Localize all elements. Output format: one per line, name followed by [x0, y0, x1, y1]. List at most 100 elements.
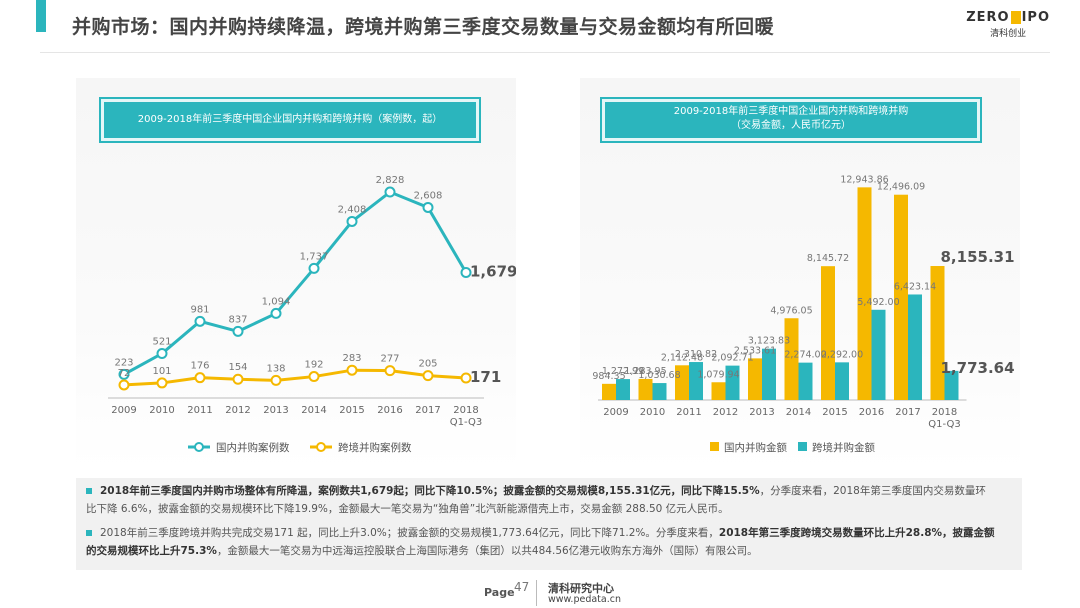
data-label: 1,094	[262, 296, 291, 307]
data-point	[346, 364, 358, 376]
data-point	[270, 307, 282, 319]
data-label: 6,423.14	[894, 281, 936, 292]
data-label: 2,112.48	[661, 352, 703, 363]
legend-label: 跨境并购案例数	[338, 441, 412, 454]
title-divider	[40, 52, 1050, 53]
data-point	[460, 266, 472, 278]
data-label: 176	[190, 361, 209, 372]
data-label-highlight: 1,679	[470, 262, 516, 280]
x-tick-label: 2015	[822, 407, 847, 418]
notes-panel: 2018年前三季度国内并购市场整体有所降温，案例数共1,679起；同比下降10.…	[76, 478, 1022, 570]
data-point	[232, 373, 244, 385]
legend-label: 跨境并购金额	[812, 441, 875, 454]
x-tick-label: 2009	[603, 407, 628, 418]
bar-crossborder	[762, 348, 776, 400]
data-label: 3,123.83	[748, 336, 790, 347]
data-label: 192	[304, 360, 323, 371]
data-point	[308, 262, 320, 274]
bar-domestic	[638, 378, 653, 400]
x-tick-label: 2010	[149, 405, 174, 416]
data-label: 521	[152, 337, 171, 348]
x-tick-label: 2013	[749, 407, 774, 418]
note-crossborder-rest: ，金额最大一笔交易为中远海运控股联合上海国际港务（集团）以共484.56亿港元收…	[216, 545, 758, 557]
x-tick-label: 2011	[676, 407, 701, 418]
data-label: 101	[152, 366, 171, 377]
note-crossborder-bold: 2018年第三季度跨境交易数量环比上升28.8%，披露金额的交易规模环比上升75…	[86, 527, 995, 557]
data-label: 277	[380, 354, 399, 365]
legend-swatch	[798, 442, 807, 451]
bar-crossborder	[725, 365, 740, 400]
data-label: 984.35	[592, 371, 625, 382]
header-accent-bar	[36, 0, 46, 32]
footer-divider	[536, 580, 537, 606]
x-tick-label: 2013	[263, 405, 288, 416]
x-tick-label: 2016	[377, 405, 402, 416]
bar-crossborder	[944, 370, 959, 400]
data-label: 223	[114, 357, 133, 368]
legend-marker	[194, 442, 204, 452]
data-label: 837	[228, 314, 247, 325]
bar-domestic	[857, 187, 872, 400]
x-tick-label: 2009	[111, 405, 136, 416]
x-tick-label: 2011	[187, 405, 212, 416]
data-point	[156, 377, 168, 389]
page-number: 47	[514, 580, 530, 594]
x-tick-label: 2012	[713, 407, 738, 418]
legend-label: 国内并购案例数	[216, 441, 290, 454]
data-label: 1,079.94	[697, 369, 739, 380]
data-label: 981	[190, 304, 209, 315]
bar-crossborder	[835, 362, 849, 400]
note-domestic-rest: ，分季度来看，2018年第三季度国内交易数量环比下降 6.6%，披露金额的交易规…	[86, 485, 986, 515]
note-crossborder: 2018年前三季度跨境并购共完成交易171 起，同比上升3.0%；披露金额的交易…	[86, 524, 996, 560]
data-label: 283	[342, 353, 361, 364]
data-point	[422, 201, 434, 213]
data-label: 2,092.71	[711, 353, 753, 364]
legend-label: 国内并购金额	[724, 441, 787, 454]
data-label: 154	[228, 362, 247, 373]
left-chart-title-box: 2009-2018年前三季度中国企业国内并购和跨境并购（案例数，起）	[99, 97, 481, 143]
x-tick-label: 2018	[453, 405, 478, 416]
x-tick-label: 2018	[932, 407, 957, 418]
bar-domestic	[711, 382, 726, 400]
bar-crossborder	[871, 309, 886, 400]
data-label: 1,030.68	[638, 370, 680, 381]
page-title: 并购市场：国内并购持续降温，跨境并购第三季度交易数量与交易金额均有所回暖	[72, 16, 775, 38]
data-point	[270, 374, 282, 386]
data-point	[308, 371, 320, 383]
data-label: 1,272.99	[602, 366, 644, 377]
data-label: 12,943.86	[840, 174, 888, 185]
data-point	[232, 325, 244, 337]
data-label: 8,145.72	[807, 253, 849, 264]
bar-domestic	[748, 358, 762, 400]
data-label: 4,976.05	[770, 305, 812, 316]
data-label: 2,292.00	[821, 349, 863, 360]
x-tick-label: 2017	[415, 405, 440, 416]
bar-domestic	[894, 194, 908, 400]
series-line-domestic	[123, 190, 468, 376]
data-label: 2,310.82	[675, 349, 717, 360]
data-point	[194, 372, 206, 384]
data-point	[194, 315, 206, 327]
data-label: 205	[418, 359, 437, 370]
right-chart-title-line2: （交易金额，人民币亿元）	[731, 120, 851, 131]
line-chart: 2009 2010 2011 2012 2013 2014 2015 2016 2017 2018…	[108, 175, 516, 454]
data-label: 12,496.09	[877, 182, 925, 193]
data-label-highlight: 171	[470, 368, 501, 386]
x-tick-label: 2012	[225, 405, 250, 416]
data-point	[384, 186, 396, 198]
data-label: 5,492.00	[857, 297, 899, 308]
x-tick-label: 2010	[640, 407, 665, 418]
footer: Page 47 清科研究中心 www.pedata.cn	[0, 580, 1080, 608]
series-line-crossborder	[123, 368, 467, 387]
data-label: 1,737	[300, 251, 329, 262]
bar-crossborder	[798, 362, 813, 400]
data-label: 2,274.00	[784, 350, 826, 361]
x-tick-label: 2017	[895, 407, 920, 418]
data-label: 138	[266, 363, 285, 374]
bar-crossborder	[908, 294, 922, 400]
left-chart-title: 2009-2018年前三季度中国企业国内并购和跨境并购（案例数，起）	[137, 114, 443, 125]
x-tick-label: 2016	[859, 407, 884, 418]
legend-marker	[316, 442, 326, 452]
logo-text-right: IPO	[1021, 10, 1050, 25]
data-point	[156, 348, 168, 360]
